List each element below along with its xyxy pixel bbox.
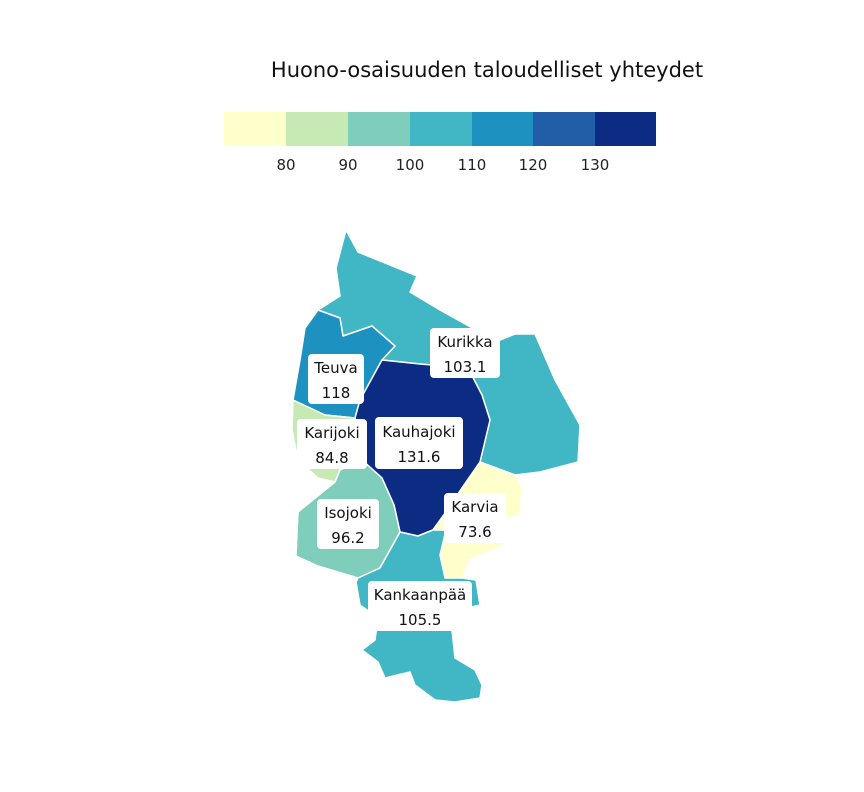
region-name: Kauhajoki [382,423,455,441]
region-label-teuva: Teuva 118 [308,354,364,404]
region-name: Karijoki [304,424,359,442]
region-value: 84.8 [315,449,348,467]
legend-swatch [224,112,286,146]
legend-tick: 130 [581,156,610,174]
label-box [375,417,463,469]
label-box [317,499,379,549]
region-value: 73.6 [458,523,491,541]
region-name: Kurikka [437,333,492,351]
legend-swatch [286,112,348,146]
region-label-kankaanpaa: Kankaanpää 105.5 [368,581,472,631]
region-label-kauhajoki: Kauhajoki 131.6 [375,417,463,469]
legend-tick: 90 [338,156,357,174]
map-title: Huono-osaisuuden taloudelliset yhteydet [271,58,703,82]
label-box [297,419,367,469]
legend-swatch [533,112,595,146]
legend-tick: 110 [458,156,487,174]
region-value: 105.5 [399,611,442,629]
legend-swatch [472,112,533,146]
region-name: Karvia [451,498,498,516]
color-legend: 80 90 100 110 120 130 [224,112,656,174]
region-name: Teuva [313,359,357,377]
region-label-karijoki: Karijoki 84.8 [297,419,367,469]
label-box [430,328,500,378]
legend-tick: 100 [396,156,425,174]
region-name: Kankaanpää [374,586,467,604]
legend-swatch [348,112,410,146]
legend-tick: 120 [519,156,548,174]
legend-swatch [410,112,472,146]
region-label-isojoki: Isojoki 96.2 [317,499,379,549]
region-label-kurikka: Kurikka 103.1 [430,328,500,378]
region-label-karvia: Karvia 73.6 [444,493,506,543]
region-value: 96.2 [331,529,364,547]
region-value: 118 [322,384,351,402]
label-box [308,354,364,404]
region-value: 103.1 [444,358,487,376]
legend-swatch [595,112,656,146]
label-box [444,493,506,543]
label-box [368,581,472,631]
region-value: 131.6 [398,448,441,466]
legend-tick: 80 [276,156,295,174]
region-name: Isojoki [324,504,372,522]
